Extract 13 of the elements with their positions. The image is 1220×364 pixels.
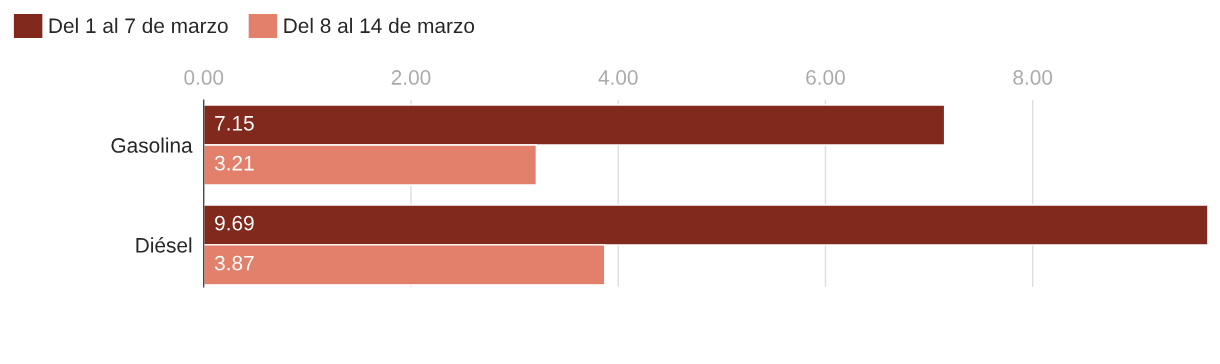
data-label: 3.21 bbox=[214, 155, 254, 171]
x-tick-label: 2.00 bbox=[391, 70, 431, 85]
data-label: 7.15 bbox=[215, 116, 254, 131]
x-tick-label: 4.00 bbox=[598, 70, 638, 85]
y-tick-label: Gasolina bbox=[111, 137, 193, 153]
legend-label: Del 8 al 14 de marzo bbox=[284, 17, 475, 34]
x-tick-label: 0.00 bbox=[184, 70, 224, 85]
legend-label: Del 1 al 7 de marzo bbox=[49, 17, 228, 34]
x-tick-label: 8.00 bbox=[1013, 70, 1053, 85]
data-label: 9.69 bbox=[215, 215, 254, 231]
data-label: 3.87 bbox=[214, 255, 254, 271]
y-tick-label: Diésel bbox=[136, 237, 192, 253]
x-tick-label: 6.00 bbox=[806, 70, 845, 85]
